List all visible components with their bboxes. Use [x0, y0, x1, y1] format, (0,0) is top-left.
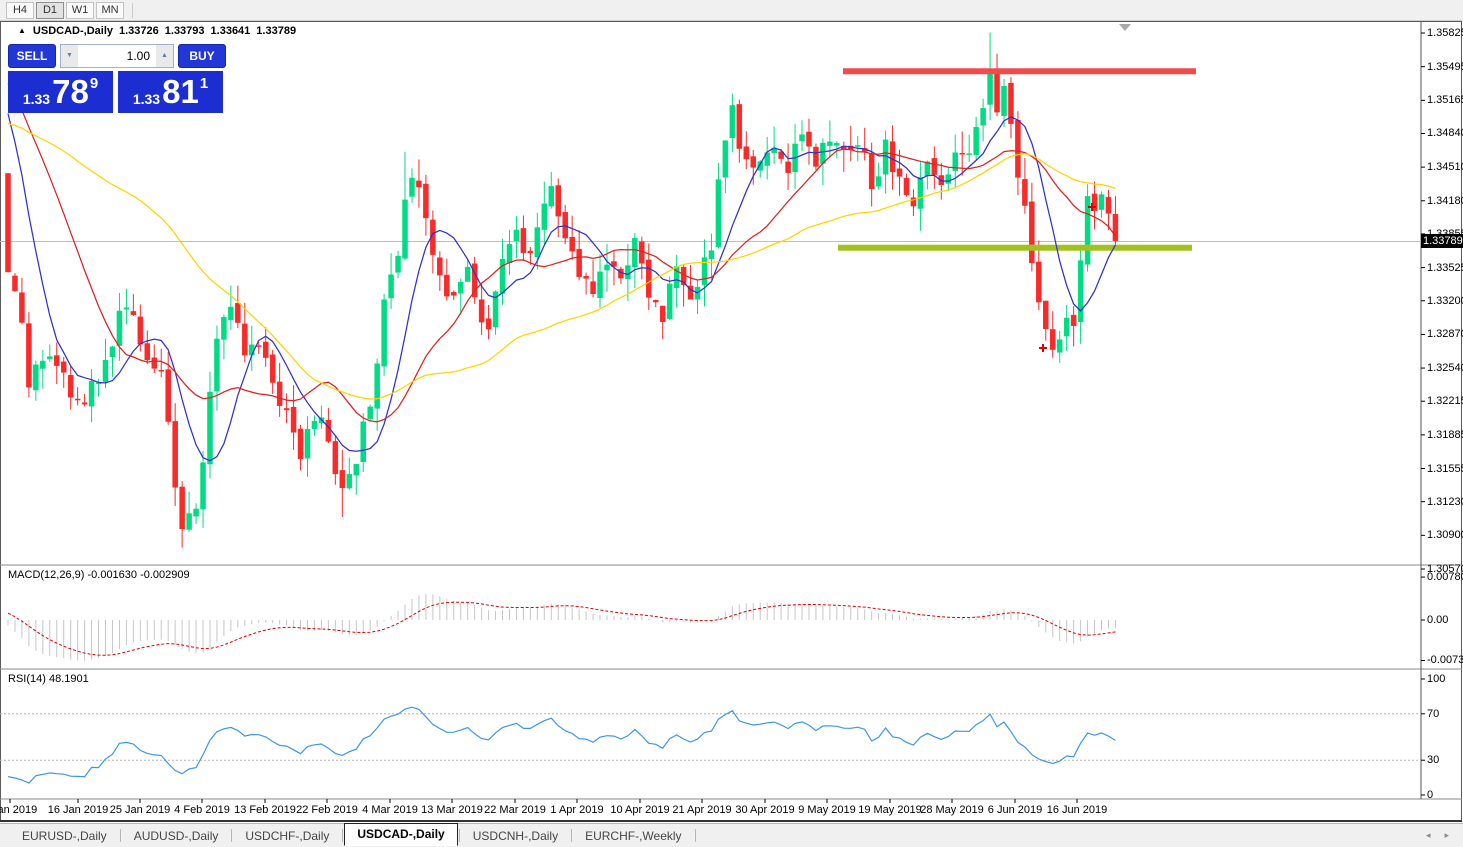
tab-USDCHFDaily[interactable]: USDCHF-,Daily	[245, 828, 330, 843]
ohlc-low: 1.33641	[210, 25, 251, 37]
date-axis-label: 13 Feb 2019	[234, 804, 296, 816]
price-axis-label: 1.30900	[1427, 529, 1463, 542]
price-axis-label: 1.35165	[1427, 94, 1463, 107]
price-axis-label: 1.32870	[1427, 328, 1463, 341]
timeframe-H4[interactable]: H4	[6, 1, 34, 19]
price-axis-label: 1.34510	[1427, 161, 1463, 174]
support-line	[838, 244, 1192, 251]
timeframe-MN[interactable]: MN	[96, 1, 124, 19]
ask-point: 1	[199, 75, 209, 92]
price-axis-label: 1.31885	[1427, 428, 1463, 441]
buy-button[interactable]: BUY	[178, 44, 226, 68]
tab-AUDUSDDaily[interactable]: AUDUSD-,Daily	[133, 828, 219, 843]
ma-18	[7, 83, 1116, 423]
tab-separator	[458, 829, 460, 842]
tab-separator	[231, 829, 233, 842]
ma-45	[7, 122, 1116, 400]
date-axis-label: 10 Apr 2019	[610, 804, 670, 816]
date-axis-label: 25 Jan 2019	[109, 804, 171, 816]
chart-title: ▲ USDCAD-,Daily 1.33726 1.33793 1.33641 1.337…	[18, 25, 296, 37]
volume-increase-icon[interactable]: ▲	[156, 45, 173, 67]
bid-prefix: 1.33	[22, 91, 51, 107]
volume-decrease-icon[interactable]: ▼	[61, 45, 78, 67]
date-axis-label: 16 Jan 2019	[47, 804, 109, 816]
auto-scroll-icon	[1119, 24, 1131, 31]
bid-point: 9	[89, 75, 99, 92]
rsi-axis-label: 30	[1427, 754, 1440, 767]
price-axis-label: 1.30570	[1427, 563, 1463, 575]
date-axis-label: 1 Apr 2019	[550, 804, 604, 816]
price-axis-label: 1.35495	[1427, 60, 1463, 73]
price-axis-label: 1.34840	[1427, 127, 1463, 140]
bid-pips: 78	[52, 73, 89, 110]
toolbar-separator	[132, 2, 133, 18]
date-axis-label: 6 Jun 2019	[987, 804, 1043, 816]
rsi-axis-label: 0	[1427, 789, 1434, 801]
price-axis-label: 1.35825	[1427, 27, 1463, 39]
ohlc-open: 1.33726	[119, 25, 159, 37]
volume-stepper: ▼ ▲	[60, 44, 174, 68]
macd-axis-label: -0.007362	[1427, 654, 1463, 667]
price-axis-label: 1.33200	[1427, 294, 1463, 307]
ask-price-display[interactable]: 1.33 81 1	[118, 71, 223, 113]
volume-input[interactable]	[78, 45, 156, 67]
ohlc-close: 1.33789	[256, 25, 297, 37]
price-axis-label: 1.31555	[1427, 462, 1463, 475]
price-axis-label: 1.31230	[1427, 495, 1463, 508]
date-axis-label: 13 Mar 2019	[421, 804, 483, 816]
rsi-axis-label: 70	[1427, 707, 1440, 720]
date-axis-label: 4 Mar 2019	[362, 804, 418, 816]
macd-label: MACD(12,26,9) -0.001630 -0.002909	[8, 569, 190, 581]
date-axis-label: 28 May 2019	[920, 804, 984, 816]
tab-separator	[119, 829, 121, 842]
date-axis-label: 30 Apr 2019	[735, 804, 795, 816]
date-axis-label: 7 Jan 2019	[0, 804, 38, 816]
tab-scroll-right-icon[interactable]: ▸	[1444, 830, 1449, 840]
tab-separator	[571, 829, 573, 842]
price-axis-label: 1.33525	[1427, 261, 1463, 274]
timeframe-toolbar: H4 D1 W1 MN	[0, 0, 1463, 21]
date-axis-label: 16 Jun 2019	[1046, 804, 1108, 816]
tab-scroll-left-icon[interactable]: ◂	[1425, 830, 1431, 840]
date-axis-label: 22 Feb 2019	[296, 804, 358, 816]
ask-pips: 81	[162, 73, 199, 110]
tab-separator	[694, 829, 696, 842]
cross-marker	[1088, 203, 1096, 211]
macd-signal	[7, 601, 1116, 656]
price-axis-label: 1.32540	[1427, 362, 1463, 375]
resistance-line	[843, 68, 1196, 75]
date-axis-label: 9 May 2019	[798, 804, 856, 816]
rsi-axis-label: 100	[1427, 673, 1446, 685]
macd-axis-label: 0.007807	[1427, 571, 1463, 584]
timeframe-W1[interactable]: W1	[66, 1, 94, 19]
timeframe-D1[interactable]: D1	[36, 1, 64, 19]
current-price-tag: 1.33789	[1421, 234, 1463, 248]
rsi-label: RSI(14) 48.1901	[8, 673, 89, 685]
tab-USDCADDaily[interactable]: USDCAD-,Daily	[344, 823, 458, 846]
date-axis-label: 4 Feb 2019	[174, 804, 230, 816]
date-axis-label: 19 May 2019	[858, 804, 922, 816]
candles	[5, 32, 1119, 548]
date-axis-label: 22 Mar 2019	[484, 804, 546, 816]
macd-axis-label: 0.00	[1427, 614, 1449, 626]
tab-separator	[342, 829, 344, 842]
ohlc-high: 1.33793	[164, 25, 205, 37]
price-axis-label: 1.32215	[1427, 395, 1463, 408]
symbol-name: USDCAD-,Daily	[32, 25, 113, 37]
ask-prefix: 1.33	[132, 91, 161, 107]
collapse-icon[interactable]: ▲	[18, 26, 26, 35]
rsi-line	[7, 706, 1116, 784]
bid-price-display[interactable]: 1.33 78 9	[8, 71, 113, 113]
date-axis-label: 21 Apr 2019	[672, 804, 732, 816]
price-axis-label: 1.34180	[1427, 194, 1463, 207]
cross-marker	[1039, 344, 1047, 352]
chart-tab-bar: EURUSD-,Daily AUDUSD-,Daily USDCHF-,Daily U…	[0, 823, 1463, 847]
sell-button[interactable]: SELL	[8, 44, 56, 68]
tab-USDCNHDaily[interactable]: USDCNH-,Daily	[472, 828, 559, 843]
tab-EURUSDDaily[interactable]: EURUSD-,Daily	[22, 828, 107, 843]
tab-EURCHFWeekly[interactable]: EURCHF-,Weekly	[585, 828, 682, 843]
ma-8	[7, 113, 1116, 462]
